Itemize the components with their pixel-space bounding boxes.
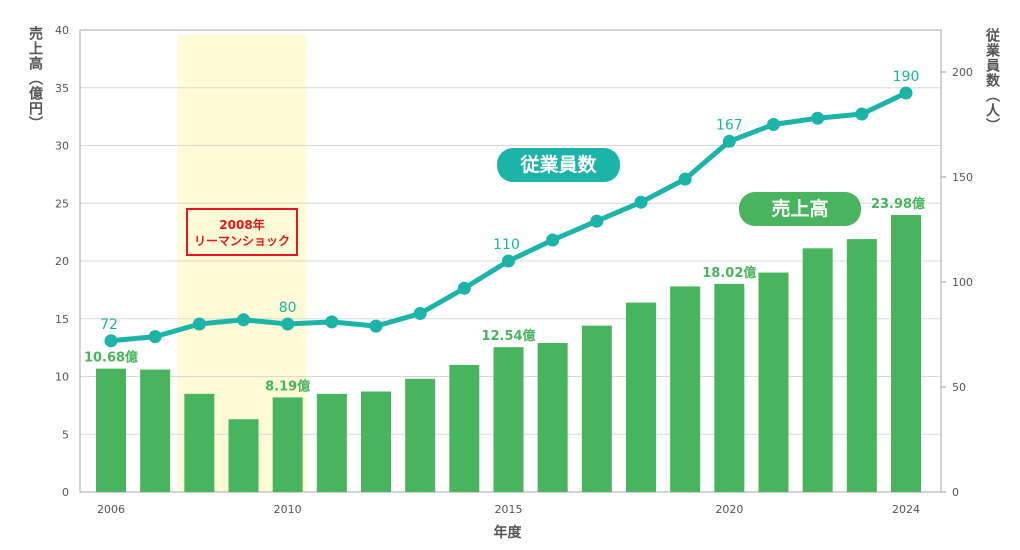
bar-2022 <box>802 248 833 492</box>
employees-point-2008 <box>192 317 206 331</box>
bar-label: 18.02億 <box>702 265 756 281</box>
y-axis-left-title: 売上高（億円） <box>27 26 43 131</box>
bar-label: 8.19億 <box>265 378 310 394</box>
bar-2018 <box>626 302 656 492</box>
y-tick-left: 15 <box>55 313 69 326</box>
legend-employees: 従業員数 <box>497 148 620 182</box>
x-tick: 2010 <box>274 503 302 516</box>
employees-point-2015 <box>502 254 515 268</box>
annotation-line2: リーマンショック <box>193 234 290 248</box>
y-tick-left: 25 <box>55 197 69 210</box>
bar-2016 <box>537 343 568 492</box>
employees-point-2022 <box>811 111 825 125</box>
y-tick-left: 0 <box>62 486 69 499</box>
bar-2010 <box>272 397 303 492</box>
y-tick-left: 35 <box>55 82 69 95</box>
bar-2021 <box>758 272 789 492</box>
employees-point-2024 <box>899 86 913 100</box>
employees-point-2006 <box>104 334 118 348</box>
employees-point-2018 <box>634 195 648 209</box>
x-tick: 2006 <box>97 503 125 516</box>
employees-point-2017 <box>590 214 604 228</box>
line-label: 80 <box>279 300 297 316</box>
employees-point-2020 <box>722 134 736 148</box>
bar-2017 <box>581 325 612 492</box>
y-axis-right-title: 従業員数（人） <box>984 28 1000 133</box>
bar-2012 <box>361 391 391 492</box>
line-label: 110 <box>493 237 520 253</box>
employees-point-2023 <box>855 107 869 121</box>
employees-point-2011 <box>325 315 339 329</box>
y-tick-left: 10 <box>55 371 69 384</box>
bar-2009 <box>228 419 259 492</box>
bar-2024 <box>891 215 921 492</box>
bar-2020 <box>714 283 745 492</box>
employees-point-2007 <box>148 330 162 344</box>
y-tick-right: 100 <box>952 276 973 289</box>
employees-point-2010 <box>281 317 295 331</box>
annotation-line1: 2008年 <box>219 218 265 232</box>
legend-sales: 売上高 <box>739 192 861 226</box>
bar-2015 <box>493 347 524 492</box>
x-axis-title: 年度 <box>493 525 522 541</box>
x-tick: 2015 <box>495 503 523 516</box>
line-label: 167 <box>716 117 743 133</box>
bar-label: 10.68億 <box>84 350 138 366</box>
employees-point-2014 <box>457 281 471 295</box>
y-tick-left: 30 <box>55 140 69 153</box>
bar-2019 <box>670 286 701 492</box>
bar-2011 <box>316 393 347 492</box>
employees-point-2013 <box>413 307 427 320</box>
employees-point-2016 <box>546 233 560 247</box>
lehman-annotation: 2008年 リーマンショック <box>186 208 298 256</box>
y-tick-left: 20 <box>55 255 69 268</box>
bar-label: 12.54億 <box>481 328 535 344</box>
bar-2007 <box>140 369 171 492</box>
bar-2023 <box>846 239 877 492</box>
y-tick-right: 200 <box>952 66 973 79</box>
employees-point-2012 <box>369 319 383 333</box>
x-tick: 2024 <box>892 503 920 516</box>
bar-2008 <box>184 393 215 492</box>
bar-2014 <box>449 364 480 492</box>
y-tick-right: 50 <box>952 381 966 394</box>
bar-2006 <box>96 368 126 492</box>
line-label: 72 <box>100 317 118 333</box>
x-tick: 2020 <box>715 503 743 516</box>
bar-2013 <box>405 378 436 492</box>
y-tick-right: 150 <box>952 171 973 184</box>
employees-point-2009 <box>237 313 250 327</box>
line-label: 190 <box>893 69 920 85</box>
employees-point-2019 <box>678 172 692 186</box>
y-tick-left: 40 <box>55 24 69 37</box>
employees-point-2021 <box>767 118 780 131</box>
y-tick-right: 0 <box>952 486 959 499</box>
bar-label: 23.98億 <box>871 196 925 212</box>
y-tick-left: 5 <box>62 428 69 441</box>
